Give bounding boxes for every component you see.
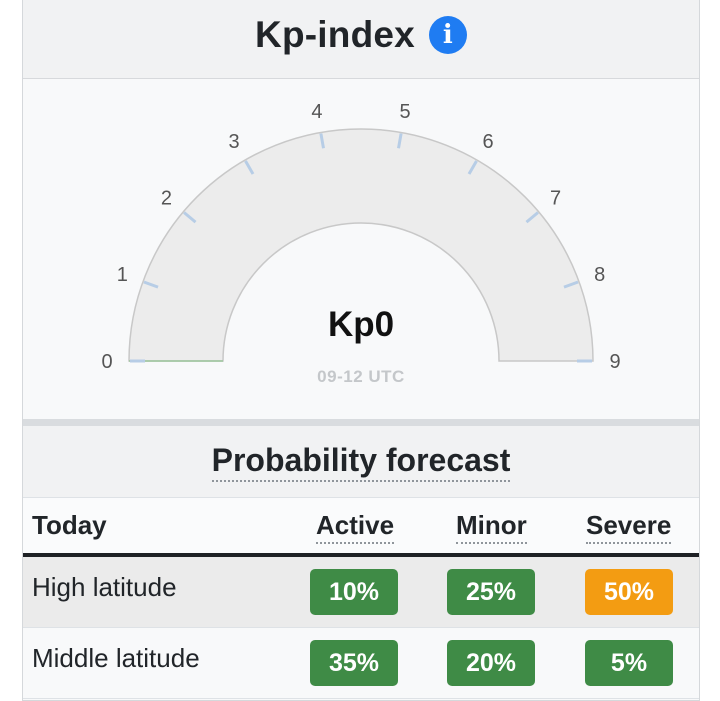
active-badge: 10% xyxy=(310,569,398,615)
gauge-value: Kp0 xyxy=(327,305,395,344)
gauge-tick xyxy=(525,211,539,224)
gauge-tick-label: 9 xyxy=(609,351,620,373)
gauge-tick xyxy=(467,160,478,175)
info-icon[interactable]: i xyxy=(428,16,467,54)
gauge-tick-label: 0 xyxy=(101,351,112,373)
minor-badge: 20% xyxy=(447,640,535,686)
row-label: High latitude xyxy=(32,572,177,602)
probability-header: Probability forecast xyxy=(23,426,699,498)
gauge-tick xyxy=(143,280,159,289)
table-row: Middle latitude 35% 20% 5% xyxy=(23,628,699,699)
gauge-time: 09-12 UTC xyxy=(317,367,405,386)
gauge-tick xyxy=(183,211,197,224)
table-row: High latitude 10% 25% 50% xyxy=(23,557,699,628)
kp-gauge: 0 1 2 3 4 5 6 7 8 9 Kp0 09-12 UTC xyxy=(23,79,699,419)
gauge-tick xyxy=(397,133,403,149)
column-minor[interactable]: Minor xyxy=(456,510,527,544)
severe-badge: 5% xyxy=(585,640,673,686)
card-header: Kp-index i xyxy=(23,0,699,79)
gauge-tick-label: 7 xyxy=(550,188,561,210)
gauge-band xyxy=(128,128,594,362)
gauge-tick-label: 5 xyxy=(400,101,411,123)
table-header: Today Active Minor Severe xyxy=(23,498,699,557)
kp-index-card: Kp-index i 0 1 2 3 4 5 6 7 8 9 Kp0 09-12 UTC Prob… xyxy=(22,0,700,701)
gauge-tick-label: 3 xyxy=(228,131,239,153)
gauge-tick-label: 6 xyxy=(482,131,493,153)
column-severe[interactable]: Severe xyxy=(586,510,672,544)
column-today: Today xyxy=(32,510,107,540)
active-badge: 35% xyxy=(310,640,398,686)
page-title: Kp-index xyxy=(255,14,415,55)
column-active[interactable]: Active xyxy=(316,510,395,544)
gauge-tick xyxy=(319,133,325,149)
gauge-svg: 0 1 2 3 4 5 6 7 8 9 xyxy=(101,101,620,373)
gauge-tick xyxy=(244,160,255,175)
gauge-tick-label: 2 xyxy=(161,188,172,210)
gauge-tick-label: 4 xyxy=(311,101,322,123)
gauge-tick-label: 8 xyxy=(594,264,605,286)
severe-badge: 50% xyxy=(585,569,673,615)
gauge-tick xyxy=(563,280,579,289)
row-label: Middle latitude xyxy=(32,643,200,673)
minor-badge: 25% xyxy=(447,569,535,615)
gauge-tick-label: 1 xyxy=(117,264,128,286)
probability-title[interactable]: Probability forecast xyxy=(211,442,511,482)
section-divider xyxy=(23,419,699,426)
